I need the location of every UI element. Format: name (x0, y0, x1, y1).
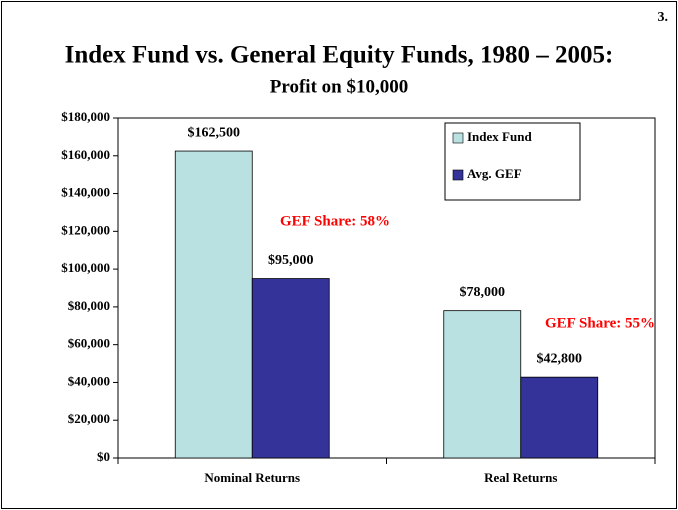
legend-label: Index Fund (467, 129, 532, 144)
y-tick-label: $60,000 (68, 336, 110, 351)
y-tick-label: $20,000 (68, 411, 110, 426)
x-tick-label: Real Returns (484, 470, 557, 485)
bar (174, 150, 253, 459)
value-label: $42,800 (537, 351, 583, 366)
chart-subtitle: Profit on $10,000 (270, 76, 408, 97)
bar (443, 310, 522, 459)
value-label: $78,000 (460, 285, 506, 300)
bar (520, 376, 599, 459)
annotation: GEF Share: 58% (280, 213, 390, 229)
chart-title: Index Fund vs. General Equity Funds, 198… (65, 42, 614, 69)
y-tick-label: $100,000 (61, 260, 110, 275)
legend-label: Avg. GEF (467, 166, 522, 181)
y-tick-label: $160,000 (61, 147, 110, 162)
y-tick-label: $180,000 (61, 109, 110, 124)
annotation: GEF Share: 55% (545, 315, 655, 331)
y-tick-label: $40,000 (68, 373, 110, 388)
value-label: $162,500 (188, 125, 241, 140)
bar (251, 278, 330, 459)
corner-note: 3. (658, 10, 669, 25)
y-tick-label: $0 (97, 449, 110, 464)
x-tick-label: Nominal Returns (204, 470, 300, 485)
y-tick-label: $140,000 (61, 185, 110, 200)
legend-swatch (452, 132, 464, 144)
legend-swatch (452, 169, 464, 181)
value-label: $95,000 (268, 253, 314, 268)
y-tick-label: $80,000 (68, 298, 110, 313)
legend-box (444, 122, 581, 201)
y-tick-label: $120,000 (61, 222, 110, 237)
